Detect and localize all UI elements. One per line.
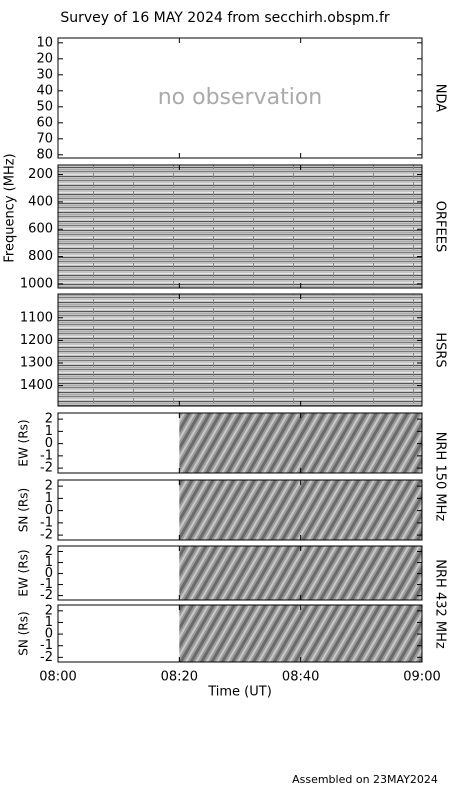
y-tick-label: 2 (45, 544, 53, 559)
y-tick-label: 1300 (20, 356, 53, 371)
y-tick-label: 1 (45, 555, 53, 570)
data-coverage (179, 605, 422, 662)
y-tick-label: 2 (45, 412, 53, 427)
y-axis-label: Frequency (MHz) (3, 153, 18, 262)
y-tick-label: 1 (45, 615, 53, 630)
y-tick-label: 80 (36, 147, 53, 162)
instrument-label: NRH 432 MHz (433, 559, 448, 649)
panel-frame (57, 545, 423, 601)
y-tick-label: -1 (40, 638, 53, 653)
x-axis-label: Time (UT) (207, 685, 272, 700)
panel-axis-label: SN (Rs) (17, 611, 31, 655)
y-tick-label: 600 (28, 222, 53, 237)
x-tick-label: 08:20 (161, 670, 198, 685)
panel-frame (57, 412, 423, 474)
y-tick-label: 0 (45, 436, 53, 451)
y-tick-label: -2 (40, 588, 53, 603)
y-tick-label: 200 (28, 167, 53, 182)
data-coverage (179, 546, 422, 600)
data-coverage (58, 165, 422, 288)
panel-frame (57, 479, 423, 541)
data-coverage (58, 294, 422, 406)
y-tick-label: 70 (36, 131, 53, 146)
data-coverage (179, 480, 422, 540)
y-tick-label: 0 (45, 503, 53, 518)
y-tick-label: -2 (40, 528, 53, 543)
y-tick-label: 60 (36, 115, 53, 130)
y-tick-label: 10 (36, 35, 53, 50)
y-tick-label: 1200 (20, 333, 53, 348)
y-tick-label: 0 (45, 566, 53, 581)
instrument-label: ORFEES (433, 201, 448, 252)
y-tick-label: 1000 (20, 276, 53, 291)
y-tick-label: 2 (45, 603, 53, 618)
x-tick-label: 08:40 (282, 670, 319, 685)
panel-axis-label: EW (Rs) (17, 549, 31, 596)
y-tick-label: -1 (40, 515, 53, 530)
x-tick-label: 08:00 (39, 670, 76, 685)
y-tick-label: -2 (40, 461, 53, 476)
chart-title: Survey of 16 MAY 2024 from secchirh.obsp… (60, 10, 390, 26)
y-tick-label: 1400 (20, 378, 53, 393)
y-tick-label: 40 (36, 83, 53, 98)
y-tick-label: 30 (36, 67, 53, 82)
x-tick-label: 09:00 (403, 670, 440, 685)
panel-axis-label: EW (Rs) (17, 419, 31, 466)
y-tick-label: -1 (40, 577, 53, 592)
panel-axis-label: SN (Rs) (17, 488, 31, 532)
instrument-label: NRH 150 MHz (433, 432, 448, 522)
footer: Assembled on 23MAY2024 (292, 773, 438, 786)
y-tick-label: 800 (28, 249, 53, 264)
y-tick-label: -1 (40, 448, 53, 463)
y-tick-label: -2 (40, 650, 53, 665)
y-tick-label: 0 (45, 627, 53, 642)
panel-frame (57, 604, 423, 663)
y-tick-label: 1100 (20, 310, 53, 325)
panel-frame (57, 37, 423, 159)
data-coverage (179, 413, 422, 473)
panel-frame (57, 164, 423, 289)
y-tick-label: 400 (28, 194, 53, 209)
instrument-label: NDA (433, 84, 448, 113)
y-tick-label: 20 (36, 51, 53, 66)
y-tick-label: 2 (45, 479, 53, 494)
y-tick-label: 50 (36, 99, 53, 114)
y-tick-label: 1 (45, 424, 53, 439)
instrument-label: HSRS (433, 332, 448, 367)
y-tick-label: 1 (45, 491, 53, 506)
panel-frame (57, 293, 423, 407)
annotation: no observation (158, 85, 323, 110)
